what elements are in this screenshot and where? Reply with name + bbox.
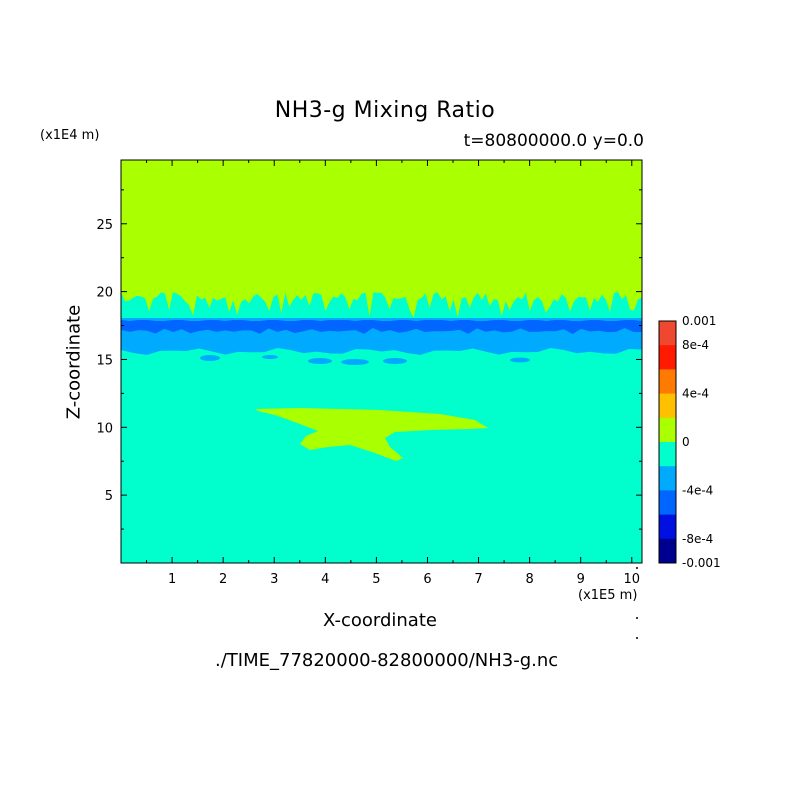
colorbar-segment bbox=[659, 490, 676, 516]
colorbar-segment bbox=[659, 514, 676, 540]
y-tick-label: 10 bbox=[96, 421, 113, 436]
x-tick-label: 6 bbox=[423, 572, 431, 587]
colorbar-segment bbox=[659, 369, 676, 395]
band-blob bbox=[383, 358, 407, 364]
colorbar-label: 0 bbox=[682, 435, 690, 449]
x-tick-label: 5 bbox=[372, 572, 380, 587]
colorbar-label: -4e-4 bbox=[682, 483, 713, 497]
contour-field bbox=[121, 160, 642, 563]
marker-dot bbox=[636, 617, 638, 619]
colorbar-label: 0.001 bbox=[682, 314, 716, 328]
band-blob bbox=[200, 355, 220, 361]
colorbar-segment bbox=[659, 345, 676, 370]
y-axis-unit: (x1E4 m) bbox=[40, 128, 100, 143]
region-upper-layer bbox=[121, 160, 642, 318]
x-tick-label: 7 bbox=[474, 572, 482, 587]
x-axis-label: X-coordinate bbox=[323, 610, 437, 631]
colorbar-segment bbox=[659, 442, 676, 467]
colorbar-segment bbox=[659, 466, 676, 491]
band-blob bbox=[510, 357, 530, 363]
y-tick-label: 25 bbox=[96, 218, 113, 233]
colorbar-segment bbox=[659, 538, 676, 564]
x-tick-label: 2 bbox=[219, 572, 227, 587]
marker-dot bbox=[636, 637, 638, 639]
y-tick-label: 5 bbox=[105, 489, 113, 504]
source-file-path: ./TIME_77820000-82800000/NH3-g.nc bbox=[215, 650, 559, 671]
chart-subtitle: t=80800000.0 y=0.0 bbox=[463, 131, 644, 151]
marker-dot bbox=[636, 567, 638, 569]
region-tongue bbox=[255, 408, 488, 461]
y-tick-label: 15 bbox=[96, 353, 113, 368]
chart-title: NH3-g Mixing Ratio bbox=[274, 98, 496, 123]
x-tick-label: 3 bbox=[270, 572, 278, 587]
x-axis-unit: (x1E5 m) bbox=[578, 588, 638, 603]
colorbar-frame bbox=[658, 320, 677, 564]
band-blob bbox=[341, 359, 369, 365]
x-tick-label: 9 bbox=[577, 572, 585, 587]
colorbar-segment bbox=[659, 417, 676, 443]
colorbar-label: 4e-4 bbox=[682, 387, 709, 401]
colorbar-segment bbox=[659, 393, 676, 419]
y-tick-label: 20 bbox=[96, 286, 113, 301]
band-blob bbox=[262, 355, 278, 359]
x-tick-label: 4 bbox=[321, 572, 329, 587]
colorbar-label: -0.001 bbox=[682, 556, 721, 570]
x-tick-label: 10 bbox=[624, 572, 641, 587]
colorbar-label: 8e-4 bbox=[682, 338, 709, 352]
x-tick-label: 1 bbox=[168, 572, 176, 587]
band-blob bbox=[308, 358, 332, 364]
plot-frame bbox=[120, 159, 643, 564]
colorbar-label: -8e-4 bbox=[682, 532, 713, 546]
x-tick-label: 8 bbox=[525, 572, 533, 587]
region-dark-band bbox=[121, 320, 642, 334]
colorbar-segment bbox=[659, 321, 676, 346]
